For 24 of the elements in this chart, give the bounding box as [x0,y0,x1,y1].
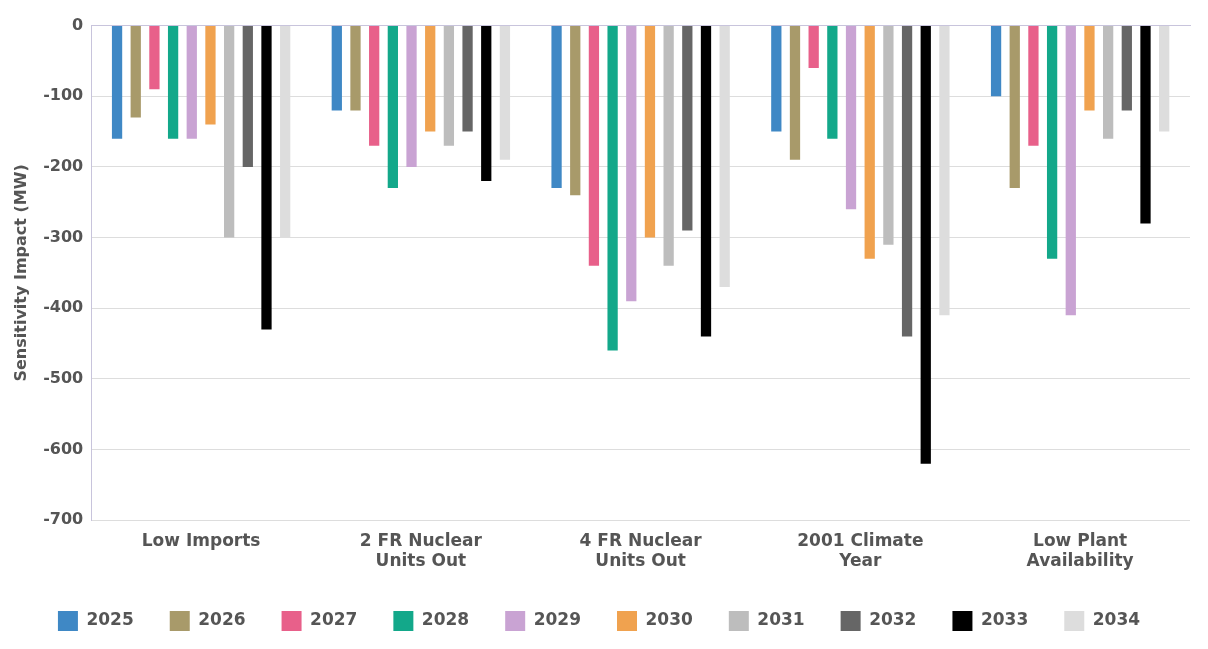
y-axis-title: Sensitivity Impact (MW) [10,164,30,382]
y-tick-label: -300 [43,226,84,246]
x-tick-label: 4 FR Nuclear Units Out [579,529,703,571]
legend-label: 2032 [869,609,917,630]
y-tick-label: -500 [43,368,84,388]
legend-label: 2033 [980,609,1029,630]
y-tick-label: -700 [43,509,84,529]
x-tick-label: 2001 Climate Year [797,529,924,571]
y-tick-label: -600 [43,438,84,458]
legend-label: 2028 [421,609,470,630]
x-tick-label: Low Imports [141,529,261,550]
y-tick-label: -200 [43,156,84,176]
legend-label: 2026 [198,609,246,630]
y-tick-label: 0 [72,14,84,34]
legend-label: 2034 [1092,609,1141,630]
legend-label: 2029 [533,609,582,630]
x-tick-label: 2 FR Nuclear Units Out [359,529,483,571]
legend-label: 2025 [86,609,134,630]
legend-label: 2027 [310,609,358,630]
legend-label: 2031 [757,609,805,630]
y-tick-label: -100 [43,85,84,105]
y-tick-label: -400 [43,297,84,317]
x-tick-label: Low Plant Availability [1026,529,1134,571]
legend-label: 2030 [645,609,693,630]
